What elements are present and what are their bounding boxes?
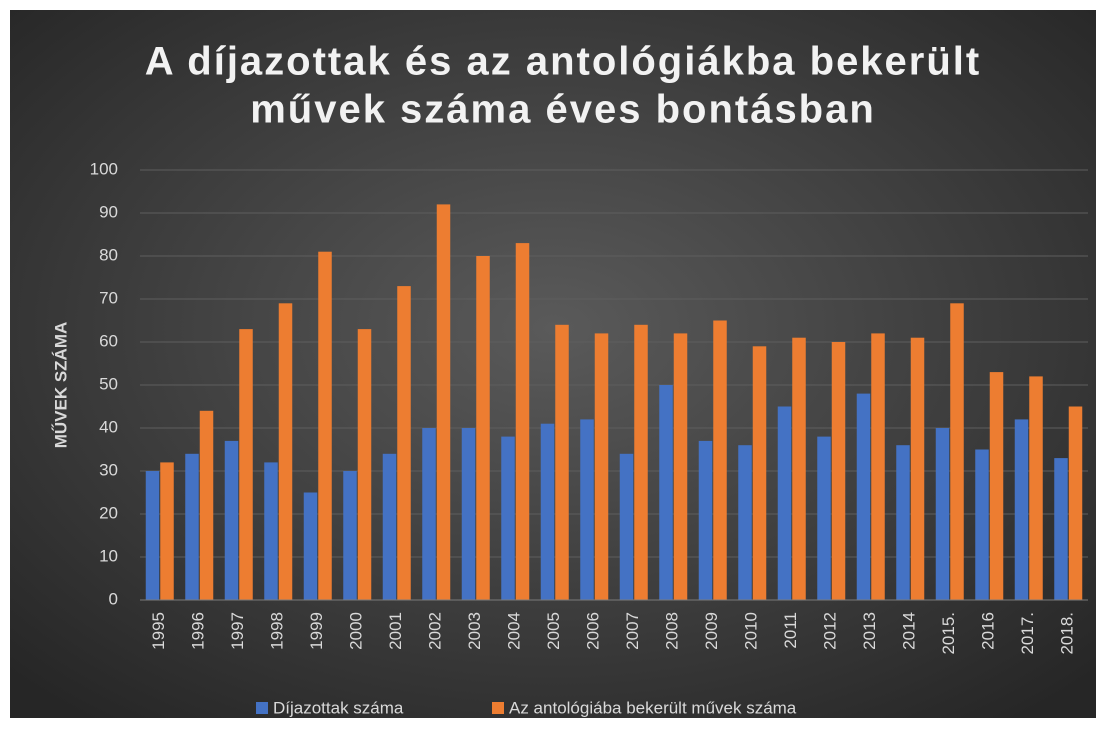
bar bbox=[619, 453, 634, 600]
bar bbox=[1068, 406, 1083, 600]
x-tick-label: 2018. bbox=[1058, 612, 1077, 655]
bar bbox=[871, 333, 885, 600]
y-tick-label: 80 bbox=[99, 245, 118, 264]
y-tick-label: 70 bbox=[99, 288, 118, 307]
bar bbox=[555, 324, 569, 600]
bar bbox=[476, 256, 490, 600]
bar bbox=[318, 251, 332, 600]
legend-swatch bbox=[492, 702, 504, 714]
x-tick-label: 2011 bbox=[781, 612, 800, 649]
x-tick-label: 1999 bbox=[307, 612, 326, 650]
bar bbox=[1054, 458, 1068, 600]
x-tick-label: 2012 bbox=[821, 612, 840, 650]
x-tick-label: 1995 bbox=[149, 612, 168, 650]
x-tick-label: 2009 bbox=[702, 612, 721, 650]
legend-label: Díjazottak száma bbox=[273, 698, 404, 717]
x-tick-label: 2016 bbox=[979, 612, 998, 650]
y-axis-label: MŰVEK SZÁMA bbox=[51, 322, 70, 449]
bar bbox=[752, 346, 767, 600]
bar bbox=[935, 428, 950, 600]
x-tick-label: 1997 bbox=[228, 612, 247, 650]
y-tick-label: 100 bbox=[90, 159, 118, 178]
bar bbox=[975, 449, 989, 600]
bar bbox=[422, 428, 436, 600]
bar bbox=[224, 440, 239, 600]
chart-title: művek száma éves bontásban bbox=[250, 88, 876, 132]
bar bbox=[896, 445, 910, 600]
legend-label: Az antológiába bekerült művek száma bbox=[509, 698, 797, 717]
bar bbox=[910, 337, 925, 600]
x-tick-label: 2001 bbox=[386, 612, 405, 650]
bar bbox=[1029, 376, 1043, 600]
bar bbox=[634, 324, 648, 600]
bar bbox=[185, 453, 199, 600]
x-tick-label: 2010 bbox=[742, 612, 761, 650]
bar bbox=[1014, 419, 1029, 600]
bar bbox=[713, 320, 727, 600]
bar bbox=[357, 329, 372, 600]
y-tick-label: 60 bbox=[99, 331, 118, 350]
bar bbox=[792, 337, 806, 600]
bar bbox=[540, 423, 555, 600]
x-tick-label: 1998 bbox=[268, 612, 287, 650]
bar bbox=[777, 406, 792, 600]
y-tick-label: 50 bbox=[99, 374, 118, 393]
bar bbox=[264, 462, 278, 600]
x-tick-label: 1996 bbox=[189, 612, 208, 650]
y-tick-label: 90 bbox=[99, 202, 118, 221]
bar bbox=[673, 333, 688, 600]
x-tick-label: 2015. bbox=[939, 612, 958, 655]
x-tick-label: 2006 bbox=[584, 612, 603, 650]
bar bbox=[461, 428, 476, 600]
bar bbox=[580, 419, 594, 600]
bar bbox=[856, 393, 871, 600]
legend-swatch bbox=[256, 702, 268, 714]
x-tick-label: 2005 bbox=[544, 612, 563, 650]
x-tick-label: 2004 bbox=[505, 612, 524, 650]
bar bbox=[659, 385, 673, 600]
bar bbox=[831, 342, 846, 600]
x-tick-label: 2017. bbox=[1018, 612, 1037, 655]
x-tick-label: 2008 bbox=[663, 612, 682, 650]
x-tick-label: 2003 bbox=[465, 612, 484, 650]
bar bbox=[160, 462, 174, 600]
bar bbox=[515, 243, 530, 600]
bar bbox=[397, 286, 411, 600]
bar bbox=[501, 436, 515, 600]
bar bbox=[145, 471, 160, 600]
y-tick-label: 10 bbox=[99, 546, 118, 565]
bar bbox=[989, 372, 1004, 600]
x-tick-label: 2014 bbox=[900, 612, 919, 650]
bar bbox=[278, 303, 293, 600]
chart-title: A díjazottak és az antológiákba bekerült bbox=[145, 40, 981, 84]
x-tick-label: 2007 bbox=[623, 612, 642, 650]
bar bbox=[698, 440, 713, 600]
bar bbox=[950, 303, 964, 600]
bar bbox=[436, 204, 451, 600]
bar bbox=[343, 471, 357, 600]
bar bbox=[199, 410, 214, 600]
bar bbox=[303, 492, 318, 600]
x-tick-label: 2000 bbox=[347, 612, 366, 650]
y-tick-label: 0 bbox=[109, 589, 118, 608]
bar bbox=[594, 333, 609, 600]
bar bbox=[738, 445, 752, 600]
bar bbox=[382, 453, 397, 600]
y-tick-label: 20 bbox=[99, 503, 118, 522]
y-tick-label: 40 bbox=[99, 417, 118, 436]
bar bbox=[817, 436, 831, 600]
x-tick-label: 2013 bbox=[860, 612, 879, 650]
bar bbox=[239, 329, 253, 600]
x-tick-label: 2002 bbox=[426, 612, 445, 650]
y-tick-label: 30 bbox=[99, 460, 118, 479]
